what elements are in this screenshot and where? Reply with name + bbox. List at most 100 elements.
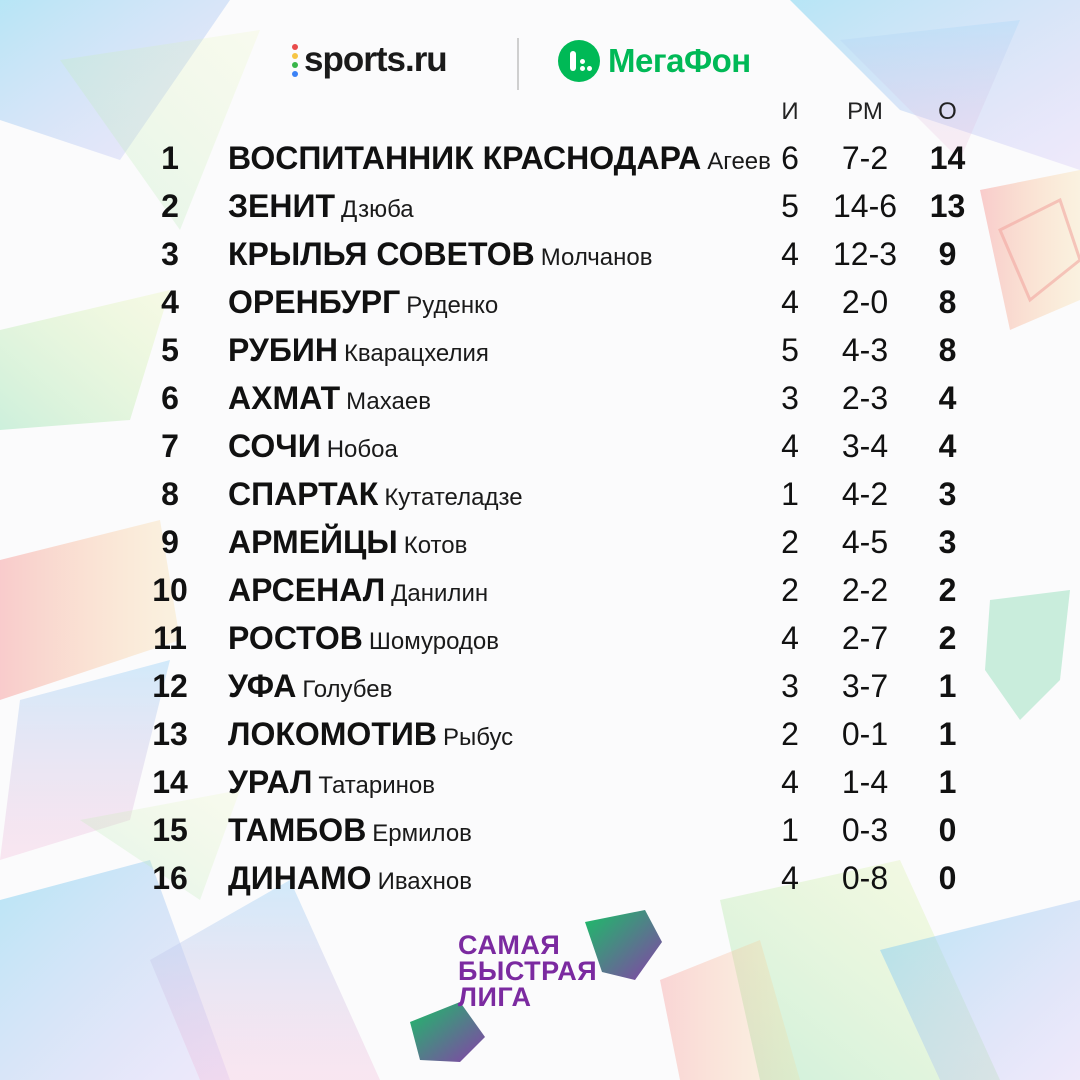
rank: 3: [161, 236, 179, 272]
table-row: 7 СОЧИ Нобоа 4 3-4 4: [0, 422, 1080, 470]
coach-name: Шомуродов: [368, 628, 499, 655]
goal-difference: 4-2: [841, 476, 889, 512]
points: 8: [938, 332, 957, 368]
league-logo: САМАЯ БЫСТРАЯ ЛИГА: [390, 902, 680, 1067]
team-name: АРМЕЙЦЫ: [228, 524, 398, 560]
team-name: ТАМБОВ: [228, 812, 367, 848]
team-name: УФА: [228, 668, 297, 704]
table-row: 5 РУБИН Кварацхелия 5 4-3 8: [0, 326, 1080, 374]
header: sports.ru МегаФон: [0, 38, 1080, 90]
rank: 12: [152, 668, 188, 704]
table-row: 8 СПАРТАК Кутателадзе 1 4-2 3: [0, 470, 1080, 518]
games-played: 4: [781, 860, 799, 896]
points: 0: [938, 812, 957, 848]
table-row: 11 РОСТОВ Шомуродов 4 2-7 2: [0, 614, 1080, 662]
coach-name: Голубев: [302, 676, 393, 703]
points: 3: [938, 476, 957, 512]
rank: 11: [153, 620, 187, 656]
team-name: РОСТОВ: [228, 620, 363, 656]
points: 9: [938, 236, 957, 272]
rank: 7: [161, 428, 179, 464]
points: 4: [938, 428, 957, 464]
rank: 10: [152, 572, 188, 608]
rank: 9: [161, 524, 179, 560]
rank: 1: [161, 140, 179, 176]
points: 0: [938, 860, 957, 896]
rank: 16: [152, 860, 188, 896]
points: 8: [938, 284, 957, 320]
coach-name: Нобоа: [326, 436, 398, 463]
team-name: УРАЛ: [228, 764, 313, 800]
goal-difference: 0-1: [841, 716, 889, 752]
table-row: 6 АХМАТ Махаев 3 2-3 4: [0, 374, 1080, 422]
team-cell: ЗЕНИТ Дзюба: [228, 182, 414, 234]
goal-difference: 7-2: [841, 140, 889, 176]
goal-difference: 2-3: [841, 380, 889, 416]
table-row: 9 АРМЕЙЦЫ Котов 2 4-5 3: [0, 518, 1080, 566]
coach-name: Ермилов: [372, 820, 472, 847]
rank: 8: [161, 476, 179, 512]
coach-name: Котов: [403, 532, 468, 559]
team-name: ЗЕНИТ: [228, 188, 336, 224]
coach-name: Данилин: [391, 580, 489, 607]
standings-table: 1 ВОСПИТАННИК КРАСНОДАРА Агеев 6 7-2 1 4 2…: [0, 134, 1080, 902]
team-cell: АХМАТ Махаев: [228, 374, 431, 426]
games-played: 1: [781, 476, 799, 512]
goal-difference: 1-4: [841, 764, 889, 800]
team-name: ЛОКОМОТИВ: [228, 716, 437, 752]
games-played: 4: [781, 236, 799, 272]
coach-name: Кутателадзе: [384, 484, 523, 511]
team-name: КРЫЛЬЯ СОВЕТОВ: [228, 236, 535, 272]
games-played: 5: [781, 188, 799, 224]
points: 2: [938, 572, 957, 608]
games-played: 1: [781, 812, 799, 848]
goal-difference: 4-3: [841, 332, 889, 368]
megafon-label: МегаФон: [608, 42, 751, 79]
games-played: 3: [781, 380, 799, 416]
team-name: РУБИН: [228, 332, 338, 368]
league-title-line: ЛИГА: [458, 982, 532, 1012]
team-cell: УФА Голубев: [228, 662, 392, 714]
sports-ru-logo: sports.ru: [292, 40, 448, 80]
team-cell: РУБИН Кварацхелия: [228, 326, 489, 378]
goal-difference: 12-3: [832, 236, 898, 272]
team-cell: АРСЕНАЛ Данилин: [228, 566, 488, 618]
team-cell: ДИНАМО Ивахнов: [228, 854, 472, 906]
goal-difference: 3-7: [841, 668, 889, 704]
table-row: 4 ОРЕНБУРГ Руденко 4 2-0 8: [0, 278, 1080, 326]
points: 13: [929, 188, 966, 224]
team-cell: СОЧИ Нобоа: [228, 422, 398, 474]
league-logo-shapes: [410, 910, 662, 1062]
games-played: 4: [781, 620, 799, 656]
team-name: СОЧИ: [228, 428, 321, 464]
goal-difference: 0-8: [841, 860, 889, 896]
points-header: О: [938, 98, 957, 125]
sports-ru-dots-icon: [292, 43, 298, 77]
league-title-line: САМАЯ: [458, 930, 561, 960]
goal-difference: 0-3: [841, 812, 889, 848]
rank: 6: [161, 380, 179, 416]
table-row: 13 ЛОКОМОТИВ Рыбус 2 0-1 1: [0, 710, 1080, 758]
megafon-logo: МегаФон: [558, 40, 751, 82]
team-name: СПАРТАК: [228, 476, 379, 512]
goal-difference: 4-5: [841, 524, 889, 560]
team-cell: РОСТОВ Шомуродов: [228, 614, 499, 666]
coach-name: Агеев: [707, 148, 771, 175]
coach-name: Ивахнов: [377, 868, 472, 895]
games-played: 2: [781, 716, 799, 752]
games-header: И: [781, 98, 799, 125]
team-name: ДИНАМО: [228, 860, 372, 896]
points: 1: [938, 668, 957, 704]
team-name: АРСЕНАЛ: [228, 572, 386, 608]
games-played: 3: [781, 668, 799, 704]
games-played: 6: [781, 140, 799, 176]
rank: 5: [161, 332, 179, 368]
coach-name: Дзюба: [341, 196, 414, 223]
table-row: 10 АРСЕНАЛ Данилин 2 2-2 2: [0, 566, 1080, 614]
rank: 15: [152, 812, 188, 848]
team-cell: ВОСПИТАННИК КРАСНОДАРА Агеев: [228, 134, 771, 186]
sports-ru-label: sports.ru: [304, 40, 448, 79]
team-cell: ЛОКОМОТИВ Рыбус: [228, 710, 513, 762]
points: 2: [938, 620, 957, 656]
team-cell: ТАМБОВ Ермилов: [228, 806, 472, 858]
